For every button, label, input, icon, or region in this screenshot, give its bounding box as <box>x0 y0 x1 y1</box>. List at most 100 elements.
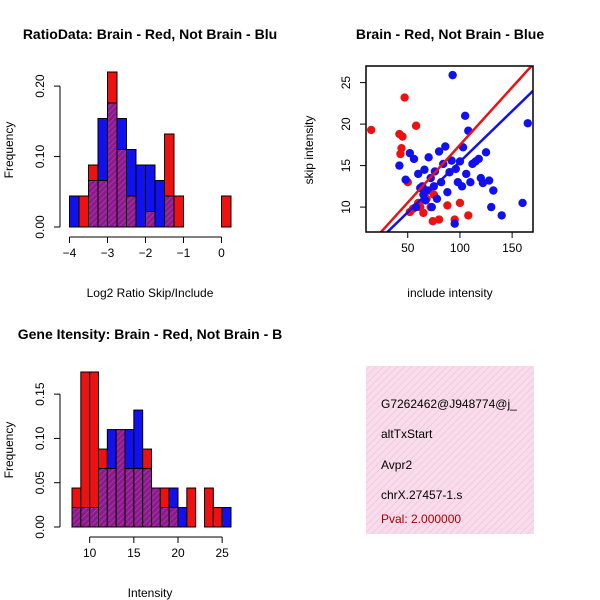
info-gene-name: Avpr2 <box>381 458 412 472</box>
brain-bar <box>71 487 82 509</box>
x-tick-label: −3 <box>101 246 115 260</box>
not-brain-bar <box>126 149 137 197</box>
not-brain-bar <box>135 164 146 228</box>
not-brain-point <box>441 142 450 151</box>
not-brain-bar <box>106 429 117 470</box>
not-brain-point <box>432 194 442 203</box>
brain-bar <box>159 487 170 509</box>
not-brain-point <box>489 186 498 195</box>
info-location: chrX.27457-1.s <box>381 488 462 502</box>
x-tick-label: −1 <box>177 246 191 260</box>
not-brain-point <box>518 198 527 208</box>
overlap-bar <box>126 195 137 228</box>
not-brain-point <box>457 182 467 191</box>
y-tick-label: 0.20 <box>33 74 47 98</box>
ratio-histogram-title: RatioData: Brain - Red, Not Brain - Blu <box>23 26 277 42</box>
brain-point <box>443 201 452 210</box>
overlap-bar <box>88 180 99 228</box>
not-brain-point <box>484 176 494 185</box>
not-brain-point <box>401 175 410 184</box>
not-brain-point <box>481 148 491 157</box>
y-tick-label: 0.00 <box>33 515 47 539</box>
not-brain-bar <box>154 180 165 228</box>
y-tick-label: 0.15 <box>33 382 47 406</box>
x-tick-label: 50 <box>401 241 415 255</box>
not-brain-point <box>434 147 444 156</box>
info-panel-background <box>366 366 534 534</box>
brain-fit-line <box>379 66 533 232</box>
overlap-bar <box>159 507 170 528</box>
brain-bar <box>221 195 232 228</box>
x-tick-label: 0 <box>218 246 225 260</box>
y-tick-label: 0.05 <box>33 471 47 495</box>
not-brain-bar <box>168 487 179 509</box>
x-tick-label: −2 <box>139 246 153 260</box>
not-brain-point <box>436 178 446 187</box>
brain-point <box>396 149 405 159</box>
ratio-histogram-ylabel: Frequency <box>2 122 16 179</box>
overlap-bar <box>115 429 126 528</box>
brain-point <box>464 211 473 220</box>
y-tick-label: 0.00 <box>33 215 47 239</box>
intensity-scatter: Brain - Red, Not Brain - Blue 50 100 150 10… <box>302 26 544 300</box>
not-brain-bar <box>69 195 80 228</box>
overlap-bar <box>107 102 118 228</box>
y-tick-label: 0.10 <box>33 426 47 450</box>
info-event-type: altTxStart <box>381 427 433 441</box>
y-tick-label: 20 <box>339 117 353 131</box>
brain-bar <box>164 133 175 197</box>
not-brain-bar <box>124 429 135 470</box>
overlap-bar <box>124 468 135 528</box>
y-tick-label: 25 <box>339 76 353 90</box>
not-brain-point <box>462 169 471 179</box>
brain-bar <box>186 487 197 528</box>
brain-bar <box>78 195 89 228</box>
brain-bar <box>80 371 91 509</box>
overlap-bar <box>145 211 156 228</box>
overlap-bar <box>142 468 153 528</box>
brain-bar <box>98 448 108 470</box>
intensity-histogram-title: Gene Itensity: Brain - Red, Not Brain - … <box>18 326 282 342</box>
intensity-histogram: Gene Itensity: Brain - Red, Not Brain - … <box>2 326 282 600</box>
not-brain-bar <box>97 118 108 181</box>
info-panel: G7262462@J948774@j_ altTxStart Avpr2 chr… <box>366 366 534 534</box>
brain-bar <box>107 71 118 104</box>
not-brain-point <box>474 154 483 164</box>
not-brain-point <box>420 165 429 174</box>
ratio-histogram-xlabel: Log2 Ratio Skip/Include <box>87 286 214 300</box>
scatter-ylabel: skip intensity <box>302 116 316 185</box>
brain-point <box>400 93 409 102</box>
brain-point <box>455 198 465 208</box>
brain-bar <box>89 371 99 509</box>
overlap-bar <box>89 507 99 528</box>
brain-point <box>434 215 444 224</box>
x-tick-label: 15 <box>127 546 141 560</box>
x-tick-label: 20 <box>171 546 185 560</box>
x-tick-label: 25 <box>215 546 229 560</box>
x-tick-label: −4 <box>63 246 77 260</box>
not-brain-point <box>405 148 415 158</box>
brain-point <box>367 125 376 135</box>
brain-point <box>419 208 428 218</box>
not-brain-point <box>450 219 459 228</box>
not-brain-point <box>409 154 419 164</box>
intensity-histogram-xlabel: Intensity <box>128 586 173 600</box>
brain-point <box>398 132 407 141</box>
y-tick-label: 10 <box>339 200 353 214</box>
overlap-bar <box>98 468 108 528</box>
not-brain-bar <box>221 507 232 528</box>
not-brain-point <box>443 187 452 197</box>
scatter-title: Brain - Red, Not Brain - Blue <box>356 26 544 42</box>
not-brain-point <box>424 153 433 162</box>
info-pval: Pval: 2.000000 <box>381 512 461 526</box>
brain-point <box>411 121 421 130</box>
not-brain-point <box>466 178 475 187</box>
not-brain-bar <box>177 507 188 528</box>
intensity-histogram-ylabel: Frequency <box>2 422 16 479</box>
x-tick-label: 10 <box>83 546 97 560</box>
brain-bar <box>88 164 99 181</box>
x-tick-label: 100 <box>450 241 470 255</box>
not-brain-point <box>523 119 532 128</box>
brain-bar <box>204 487 214 528</box>
overlap-bar <box>116 149 127 228</box>
